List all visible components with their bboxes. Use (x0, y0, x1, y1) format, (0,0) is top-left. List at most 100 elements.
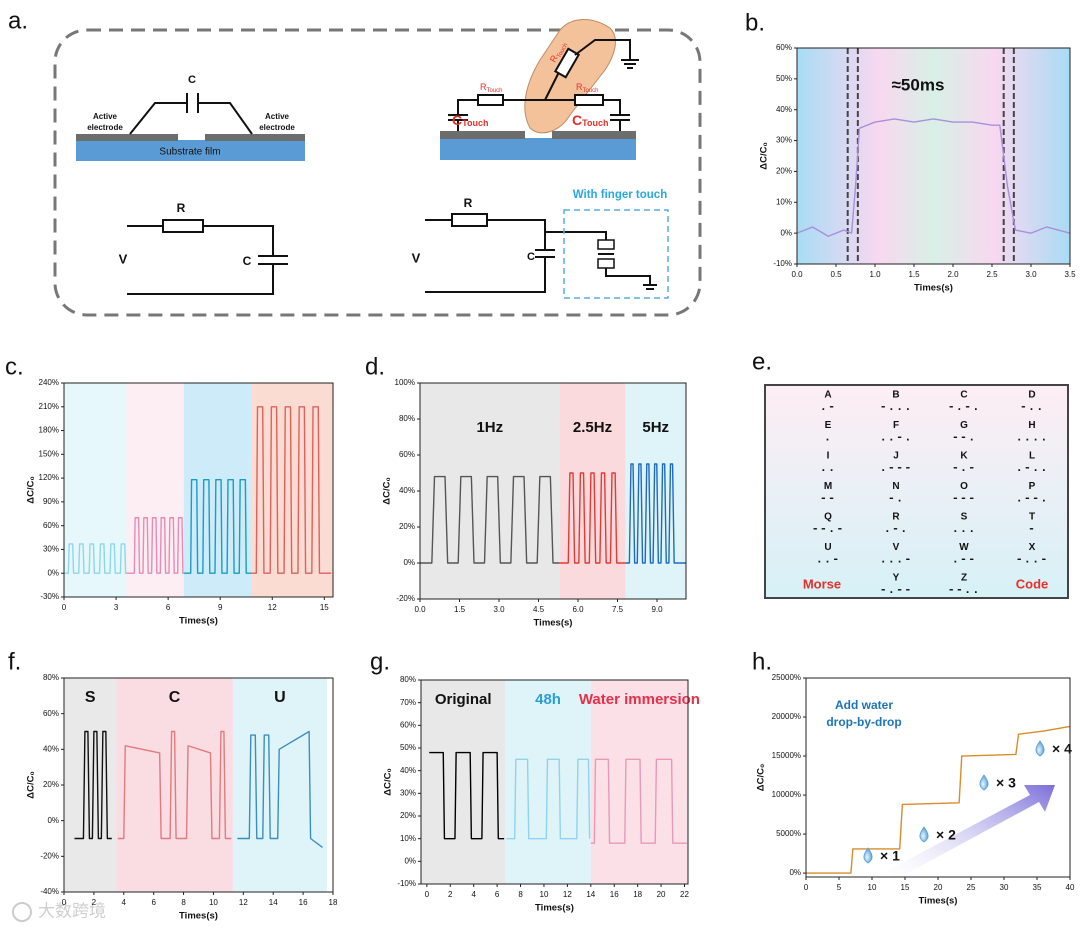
c-touch-main: C (572, 112, 582, 128)
y-tick-label: 10% (400, 834, 416, 843)
x-tick-label: 0 (804, 883, 809, 892)
finger (524, 19, 616, 134)
morse-code: .--. (1016, 492, 1049, 506)
y-tick-label: 0% (47, 816, 59, 825)
c-touch-sub: Touch (462, 118, 488, 128)
x-axis-title: Times(s) (179, 616, 218, 627)
morse-code: .-- (952, 553, 977, 567)
y-tick-label: 90% (43, 497, 59, 506)
y-tick-label: 30% (43, 545, 59, 554)
y-tick-label: -40% (40, 887, 59, 896)
panel-label: h. (752, 648, 772, 675)
morse-letter: M (824, 481, 832, 492)
x-tick-label: 9 (218, 603, 223, 612)
x-tick-label: 35 (1033, 883, 1042, 892)
y-tick-label: 0% (403, 558, 415, 567)
x-axis-title: Times(s) (919, 896, 958, 907)
signal-line (559, 472, 626, 564)
morse-letter: A (824, 390, 831, 401)
touch-box (563, 209, 669, 299)
y-tick-label: 60% (400, 720, 416, 729)
x-tick-label: 8 (181, 898, 186, 907)
annotation: ≈50ms (892, 75, 945, 94)
y-tick-label: -10% (397, 879, 416, 888)
electrode-label: electrode (87, 123, 123, 132)
panel-label: e. (752, 348, 772, 375)
c-touch-label: CTouch (452, 112, 488, 129)
region (116, 678, 233, 892)
morse-letter: S (961, 512, 968, 523)
morse-letter: P (1029, 481, 1036, 492)
region (232, 678, 328, 892)
electrode (205, 134, 305, 141)
signal-line (64, 543, 127, 574)
y-tick-label: 240% (39, 378, 59, 387)
x-tick-label: 14 (586, 890, 595, 899)
x-tick-label: 30 (1000, 883, 1009, 892)
r-touch-label: RTouch (576, 82, 599, 93)
electrode-label: Active (265, 112, 290, 121)
morse-code: . (824, 431, 832, 445)
panel-label: d. (365, 353, 385, 380)
chart: S C U -40% -20% 0% 20% 40% 60% 80% 0 2 4 6 8 10 12 14 16 18… (26, 673, 338, 921)
morse-letter: Q (824, 512, 832, 523)
region (421, 680, 506, 884)
annotation: Add water (835, 698, 893, 712)
morse-corner: Morse (803, 576, 841, 591)
signal-line (237, 730, 323, 848)
x-tick-label: 5 (837, 883, 842, 892)
y-tick-label: 15000% (772, 751, 801, 760)
signal-line (420, 475, 560, 564)
y-tick-label: 0% (780, 228, 792, 237)
y-tick-label: -10% (773, 259, 792, 268)
substrate (76, 140, 305, 161)
region (625, 383, 686, 599)
y-tick-label: 40% (43, 744, 59, 753)
region-label: 2.5Hz (573, 419, 612, 436)
r-touch-main: R (576, 82, 583, 92)
annotation: × 1 (880, 848, 900, 864)
right-circuit (417, 213, 657, 296)
morse-code: -.. (1020, 400, 1045, 414)
morse-code: --- (952, 492, 977, 506)
panel-label: g. (370, 648, 390, 675)
region (64, 678, 117, 892)
y-tick-label: 10% (776, 197, 792, 206)
x-tick-label: 15 (320, 603, 329, 612)
panel-label: c. (5, 353, 24, 380)
region-label: Water immersion (579, 691, 700, 708)
y-tick-label: 30% (400, 788, 416, 797)
morse-code: .... (1016, 431, 1049, 445)
morse-letter: V (893, 542, 900, 553)
annotation: × 4 (1052, 741, 1072, 757)
morse-letter: W (959, 542, 969, 553)
morse-letter: J (893, 451, 899, 462)
x-tick-label: 2 (92, 898, 97, 907)
y-tick-label: 20% (399, 522, 415, 531)
signal-line (117, 730, 232, 840)
morse-code: -.-- (880, 583, 913, 597)
plot-background (797, 48, 1070, 264)
x-tick-label: 4 (471, 890, 476, 899)
y-tick-label: 40% (400, 766, 416, 775)
y-tick-label: 50% (400, 743, 416, 752)
x-tick-label: 25 (967, 883, 976, 892)
morse-code: .--- (880, 461, 913, 475)
morse-code: -. (888, 492, 904, 506)
morse-code: --.. (948, 583, 981, 597)
morse-code: -- (820, 492, 836, 506)
v-label: V (412, 250, 421, 265)
morse-letter: G (960, 420, 968, 431)
morse-letter: E (825, 420, 832, 431)
r-label: R (464, 196, 473, 210)
morse-letter: K (960, 451, 968, 462)
x-tick-label: 0.5 (830, 270, 842, 279)
c-touch-label: CTouch (572, 112, 608, 129)
y-axis-title: ΔC/C₀ (26, 476, 37, 503)
x-tick-label: 6 (151, 898, 156, 907)
y-tick-label: 20% (776, 167, 792, 176)
y-tick-label: 150% (39, 449, 59, 458)
c-touch-sub: Touch (582, 118, 608, 128)
morse-letter: D (1028, 390, 1035, 401)
